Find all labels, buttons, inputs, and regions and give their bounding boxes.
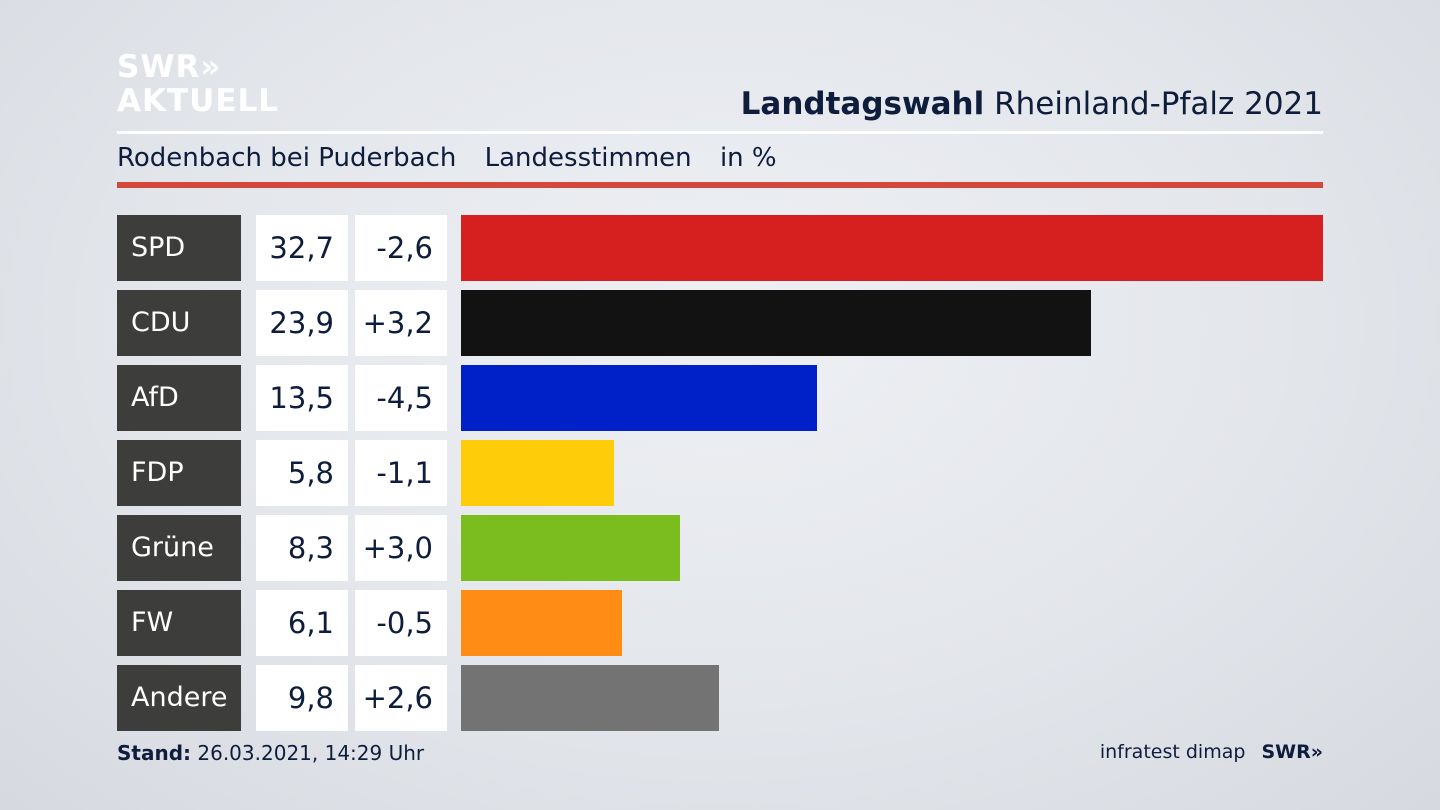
brand-logo: SWR» [1261,741,1323,763]
vote-change-value: +3,0 [355,515,447,581]
title-rest: Rheinland-Pfalz 2021 [994,86,1323,122]
bar-fw [461,590,622,656]
party-label: AfD [117,365,241,431]
source-name: infratest dimap [1099,741,1246,763]
party-label: FDP [117,440,241,506]
swr-aktuell-logo: SWR» AKTUELL [117,52,279,117]
bar-andere [461,665,719,731]
header-divider [117,131,1323,134]
vote-share-value: 5,8 [256,440,348,506]
unit-label: in % [719,143,777,173]
vote-share-value: 8,3 [256,515,348,581]
vote-change-value: -4,5 [355,365,447,431]
bar-spd [461,215,1323,281]
party-label: CDU [117,290,241,356]
logo-line-2: AKTUELL [117,83,280,119]
place-name: Rodenbach bei Puderbach [117,143,457,173]
stand-value: 26.03.2021, 14:29 Uhr [197,741,425,765]
source-credit: infratest dimap SWR» [1100,741,1323,763]
title-bold: Landtagswahl [740,86,985,122]
vote-share-value: 9,8 [256,665,348,731]
vote-change-value: -0,5 [355,590,447,656]
vote-change-value: +2,6 [355,665,447,731]
bar-fdp [461,440,614,506]
vote-share-value: 23,9 [256,290,348,356]
vote-change-value: -1,1 [355,440,447,506]
vote-share-value: 6,1 [256,590,348,656]
vote-change-value: -2,6 [355,215,447,281]
chart-subtitle: Rodenbach bei Puderbach Landesstimmen in… [117,143,797,173]
page-title: Landtagswahl Rheinland-Pfalz 2021 [741,86,1323,122]
vote-share-value: 32,7 [256,215,348,281]
vote-change-value: +3,2 [355,290,447,356]
party-label: SPD [117,215,241,281]
bar-afd [461,365,817,431]
vote-type: Landesstimmen [484,143,692,173]
vote-share-value: 13,5 [256,365,348,431]
party-label: FW [117,590,241,656]
accent-divider [117,182,1323,188]
stand-label: Stand: [117,741,192,765]
bar-cdu [461,290,1091,356]
logo-line-1: SWR» [117,49,222,85]
party-label: Grüne [117,515,241,581]
party-label: Andere [117,665,241,731]
timestamp: Stand: 26.03.2021, 14:29 Uhr [117,741,424,765]
bar-grüne [461,515,680,581]
